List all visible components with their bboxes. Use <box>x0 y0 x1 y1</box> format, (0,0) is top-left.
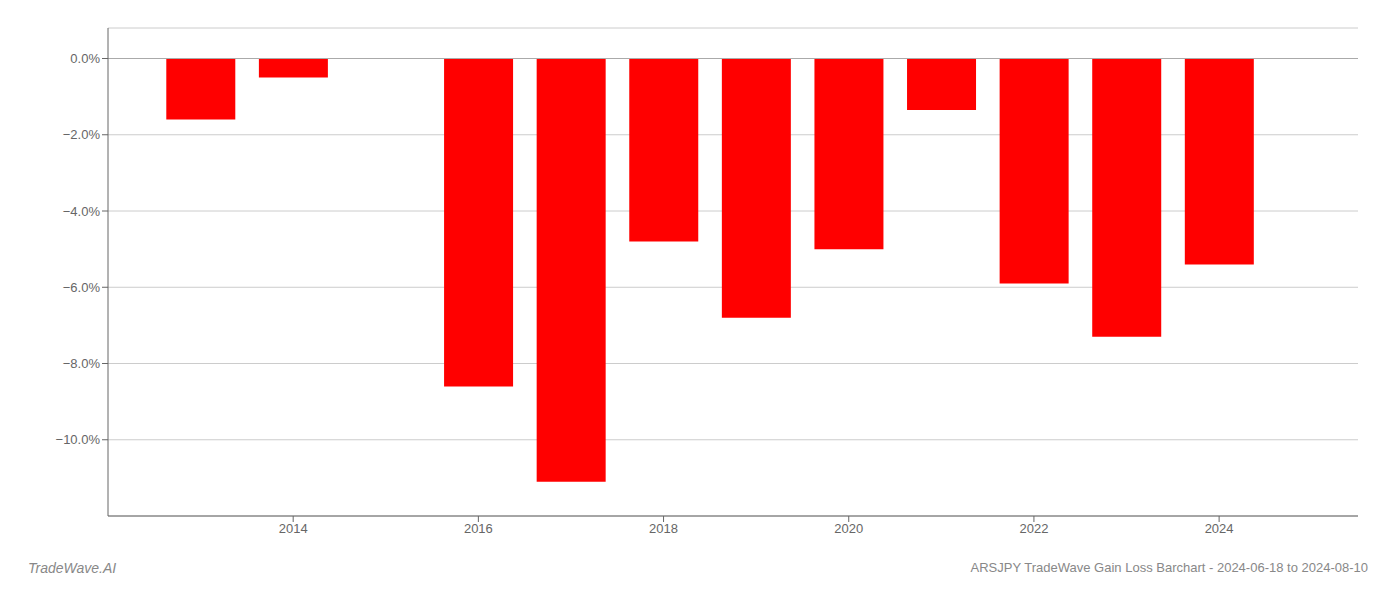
svg-text:2018: 2018 <box>649 521 678 536</box>
svg-text:2024: 2024 <box>1205 521 1234 536</box>
svg-text:−2.0%: −2.0% <box>63 127 101 142</box>
svg-text:−10.0%: −10.0% <box>56 432 101 447</box>
svg-text:2016: 2016 <box>464 521 493 536</box>
svg-text:−8.0%: −8.0% <box>63 356 101 371</box>
svg-text:2022: 2022 <box>1019 521 1048 536</box>
svg-text:0.0%: 0.0% <box>70 51 100 66</box>
html-text:ARSJPY TradeWave Gain Loss Bar: ARSJPY TradeWave Gain Loss Barchart - 20… <box>970 560 1368 575</box>
svg-text:2014: 2014 <box>279 521 308 536</box>
svg-text:−4.0%: −4.0% <box>63 204 101 219</box>
html-text:TradeWave.AI: TradeWave.AI <box>28 560 117 576</box>
svg-text:2020: 2020 <box>834 521 863 536</box>
svg-text:−6.0%: −6.0% <box>63 280 101 295</box>
